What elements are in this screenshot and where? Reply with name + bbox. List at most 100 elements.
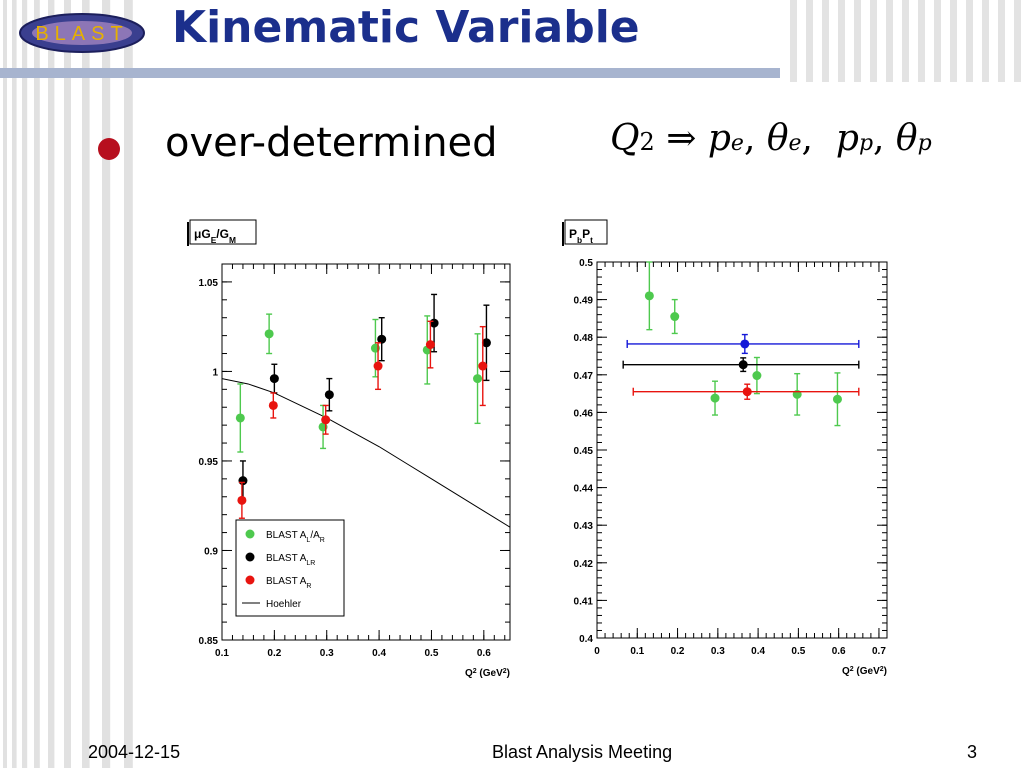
data-point bbox=[644, 261, 654, 331]
marker bbox=[670, 312, 680, 322]
stripe bbox=[822, 0, 829, 82]
marker bbox=[742, 387, 752, 397]
stripe bbox=[12, 0, 17, 768]
data-point bbox=[425, 320, 435, 369]
x-tick-label: 0.5 bbox=[425, 648, 439, 659]
marker bbox=[740, 339, 750, 349]
legend-label: Hoehler bbox=[266, 599, 302, 610]
stripe bbox=[102, 0, 111, 768]
polarization-chart: PbPt 0.4 0.41 0.42 0.43 0.44 0.45 0.46 0.47 0.48 0… bbox=[555, 212, 895, 690]
marker bbox=[481, 338, 491, 348]
y-tick-label: 0.4 bbox=[579, 634, 593, 645]
title-box-frame bbox=[564, 219, 608, 245]
data-point bbox=[377, 317, 387, 362]
chart-title-box: PbPt bbox=[562, 219, 608, 246]
footer-date: 2004-12-15 bbox=[88, 742, 181, 762]
y-tick-label: 0.45 bbox=[574, 446, 594, 457]
legend-marker bbox=[245, 552, 255, 562]
blast-logo: BLAST bbox=[19, 13, 145, 53]
stripe bbox=[950, 0, 957, 82]
title-underline bbox=[0, 68, 780, 78]
y-tick-label: 0.85 bbox=[199, 636, 219, 647]
data-point bbox=[626, 333, 860, 355]
data-point bbox=[269, 363, 279, 394]
x-tick-label: 0.2 bbox=[267, 648, 281, 659]
data-point bbox=[622, 357, 860, 373]
marker bbox=[473, 374, 483, 384]
x-tick-label: 0.3 bbox=[320, 648, 334, 659]
marker bbox=[269, 374, 279, 384]
stripe bbox=[64, 0, 71, 768]
marker bbox=[710, 393, 720, 403]
y-tick-label: 1 bbox=[212, 367, 218, 378]
data-point bbox=[478, 325, 488, 407]
marker bbox=[644, 291, 654, 301]
y-tick-label: 0.46 bbox=[574, 408, 594, 419]
x-tick-label: 0.4 bbox=[751, 646, 765, 657]
stripe bbox=[1014, 0, 1021, 82]
x-tick-label: 0.7 bbox=[872, 646, 886, 657]
marker bbox=[478, 361, 488, 371]
stripe bbox=[124, 0, 133, 768]
marker bbox=[238, 476, 248, 486]
x-axis-label: Q2 (GeV2) bbox=[465, 668, 510, 680]
stripe bbox=[998, 0, 1005, 82]
slide-title: Kinematic Variable bbox=[172, 2, 640, 53]
stripe bbox=[886, 0, 893, 82]
x-axis-label: Q2 (GeV2) bbox=[842, 666, 887, 678]
stripe bbox=[854, 0, 861, 82]
data-point bbox=[238, 460, 248, 502]
data-point bbox=[268, 392, 278, 419]
legend-label: BLAST AR bbox=[266, 576, 311, 590]
bullet-text: over-determined bbox=[165, 120, 498, 166]
y-tick-label: 0.49 bbox=[574, 296, 594, 307]
x-tick-label: 0 bbox=[594, 646, 600, 657]
marker bbox=[264, 329, 274, 339]
stripe bbox=[934, 0, 941, 82]
y-tick-label: 1.05 bbox=[199, 278, 219, 289]
stripe bbox=[806, 0, 813, 82]
x-tick-label: 0.1 bbox=[630, 646, 644, 657]
x-tick-label: 0.1 bbox=[215, 648, 229, 659]
plot-frame bbox=[221, 263, 511, 641]
legend-label: BLAST AL/AR bbox=[266, 530, 325, 544]
marker bbox=[425, 340, 435, 350]
data-point bbox=[264, 313, 274, 355]
stripe bbox=[838, 0, 845, 82]
data-point bbox=[321, 404, 331, 435]
chart-title: PbPt bbox=[569, 227, 593, 245]
footer-meeting: Blast Analysis Meeting bbox=[492, 742, 673, 762]
stripe bbox=[902, 0, 909, 82]
y-tick-label: 0.9 bbox=[204, 546, 218, 557]
ge-gm-ratio-chart: μGE/GM 0.85 0.9 0.95 1 1.05 0.1 0.2 0.3 0.4 0.5 0.6… bbox=[178, 212, 518, 690]
data-point bbox=[832, 372, 842, 427]
stripe bbox=[870, 0, 877, 82]
data-point bbox=[324, 377, 334, 412]
legend-marker bbox=[245, 575, 255, 585]
logo-text: BLAST bbox=[35, 23, 128, 45]
stripe bbox=[790, 0, 797, 82]
stripe bbox=[3, 0, 7, 768]
stripe bbox=[82, 0, 90, 768]
stripe bbox=[48, 0, 55, 768]
plot-frame bbox=[596, 261, 888, 639]
x-tick-label: 0.3 bbox=[711, 646, 725, 657]
data-point bbox=[373, 342, 383, 391]
stripe bbox=[34, 0, 40, 768]
stripe bbox=[22, 0, 28, 768]
marker bbox=[237, 495, 247, 505]
data-point bbox=[473, 333, 483, 425]
chart-title: μGE/GM bbox=[194, 227, 236, 245]
x-tick-label: 0.4 bbox=[372, 648, 386, 659]
title-box-frame bbox=[189, 219, 257, 245]
data-point bbox=[235, 383, 245, 453]
stripe bbox=[982, 0, 989, 82]
marker bbox=[738, 360, 748, 370]
y-tick-label: 0.41 bbox=[574, 596, 594, 607]
data-point bbox=[237, 481, 247, 519]
y-tick-label: 0.48 bbox=[574, 333, 594, 344]
footer-page-number: 3 bbox=[967, 742, 978, 762]
marker bbox=[752, 371, 762, 381]
